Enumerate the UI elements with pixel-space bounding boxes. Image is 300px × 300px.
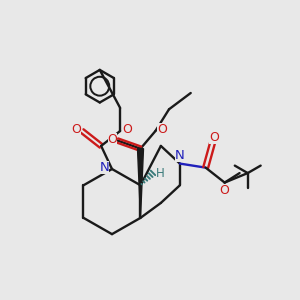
Text: H: H xyxy=(156,167,164,180)
Text: N: N xyxy=(100,161,109,174)
Text: O: O xyxy=(157,123,167,136)
Polygon shape xyxy=(137,148,143,218)
Text: O: O xyxy=(108,133,118,146)
Text: O: O xyxy=(71,123,81,136)
Text: O: O xyxy=(209,131,219,144)
Text: N: N xyxy=(175,149,185,163)
Text: O: O xyxy=(220,184,230,197)
Text: O: O xyxy=(122,123,132,136)
